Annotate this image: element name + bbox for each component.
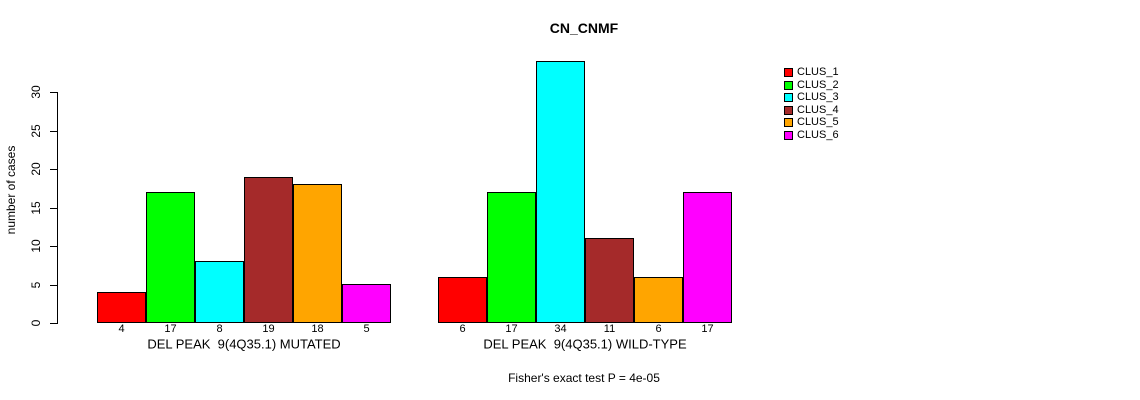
bar-clus_6 [342, 284, 391, 323]
bar-clus_5 [293, 184, 342, 323]
y-axis-label: number of cases [4, 145, 18, 235]
bar-value-label: 5 [363, 323, 370, 335]
bar-clus_6 [683, 192, 732, 323]
y-tick-mark [50, 169, 57, 170]
legend-swatch-clus_5 [784, 117, 793, 127]
legend-item-clus_4: CLUS_4 [784, 103, 839, 116]
legend-label: CLUS_1 [797, 65, 839, 78]
y-tick-mark [50, 208, 57, 209]
legend-swatch-clus_1 [784, 67, 793, 77]
bar-value-label: 17 [164, 323, 177, 335]
legend-item-clus_5: CLUS_5 [784, 115, 839, 128]
bar-value-label: 6 [655, 323, 662, 335]
bar-value-label: 17 [505, 323, 518, 335]
legend-swatch-clus_2 [784, 80, 793, 90]
bar-value-label: 18 [311, 323, 324, 335]
legend-item-clus_2: CLUS_2 [784, 78, 839, 91]
bar-value-label: 8 [216, 323, 223, 335]
y-tick-mark [50, 246, 57, 247]
legend-swatch-clus_6 [784, 130, 793, 140]
bar-value-label: 11 [603, 323, 616, 335]
legend-item-clus_3: CLUS_3 [784, 90, 839, 103]
legend-swatch-clus_4 [784, 105, 793, 115]
y-tick-label: 10 [29, 239, 43, 253]
y-tick-mark [50, 323, 57, 324]
bar-clus_3 [536, 61, 585, 323]
bar-clus_1 [438, 277, 487, 323]
y-tick-mark [50, 92, 57, 93]
legend-item-clus_6: CLUS_6 [784, 128, 839, 141]
bar-clus_1 [97, 292, 146, 323]
legend-label: CLUS_2 [797, 78, 839, 91]
bar-value-label: 34 [554, 323, 567, 335]
legend-label: CLUS_4 [797, 103, 839, 116]
y-tick-mark [50, 285, 57, 286]
legend-label: CLUS_3 [797, 90, 839, 103]
bar-value-label: 17 [701, 323, 714, 335]
y-axis-line [57, 92, 58, 324]
legend-swatch-clus_3 [784, 92, 793, 102]
bar-clus_5 [634, 277, 683, 323]
y-tick-label: 5 [29, 281, 43, 289]
y-tick-mark [50, 131, 57, 132]
y-tick-label: 15 [29, 201, 43, 215]
y-tick-label: 25 [29, 124, 43, 138]
legend-label: CLUS_5 [797, 115, 839, 128]
group-label: DEL PEAK 9(4Q35.1) WILD-TYPE [483, 336, 687, 352]
chart-title: CN_CNMF [549, 20, 619, 36]
legend-item-clus_1: CLUS_1 [784, 65, 839, 78]
bar-clus_2 [146, 192, 195, 323]
y-tick-label: 30 [29, 85, 43, 99]
bar-clus_4 [585, 238, 634, 323]
bar-value-label: 4 [118, 323, 125, 335]
y-tick-label: 20 [29, 162, 43, 176]
bar-clus_3 [195, 261, 244, 323]
bar-clus_2 [487, 192, 536, 323]
bar-value-label: 6 [459, 323, 466, 335]
y-tick-label: 0 [29, 319, 43, 327]
bar-value-label: 19 [262, 323, 275, 335]
legend-label: CLUS_6 [797, 128, 839, 141]
group-label: DEL PEAK 9(4Q35.1) MUTATED [147, 336, 341, 352]
bar-clus_4 [244, 177, 293, 323]
fisher-test-annotation: Fisher's exact test P = 4e-05 [508, 371, 660, 385]
